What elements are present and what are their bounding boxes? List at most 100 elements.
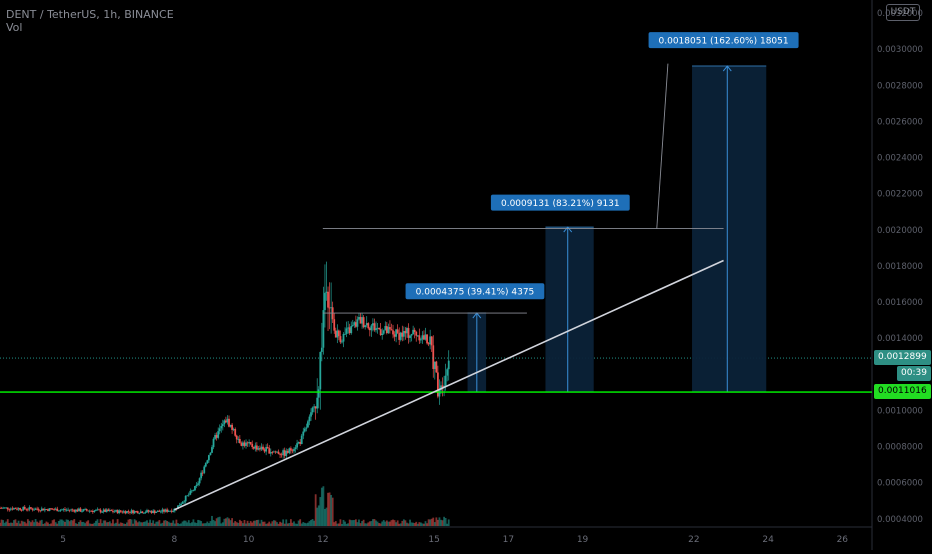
volume-bar <box>303 522 306 526</box>
candle-body <box>3 507 6 509</box>
volume-bar <box>336 523 339 526</box>
volume-bar <box>268 521 271 526</box>
volume-bar <box>135 520 138 526</box>
volume-bar <box>211 515 213 526</box>
candle-body <box>40 508 43 511</box>
candle-body <box>272 451 275 453</box>
candle-body <box>334 330 337 338</box>
candle-body <box>435 361 438 373</box>
time-tick-label: 24 <box>762 535 774 545</box>
volume-bar <box>17 520 20 526</box>
volume-bar <box>45 521 48 526</box>
currency-badge[interactable]: USDT <box>886 4 920 21</box>
time-tick-label: 15 <box>428 535 439 545</box>
candle-body <box>116 510 119 514</box>
time-axis[interactable]: 5 8 10 12 15 17 19 22 24 26 <box>60 535 848 545</box>
volume-bar <box>396 520 399 526</box>
candle-body <box>192 490 195 491</box>
candle-body <box>0 507 3 509</box>
candle-body <box>282 450 285 455</box>
volume-bar <box>161 522 164 526</box>
time-tick-label: 8 <box>172 535 178 545</box>
candle-body <box>48 508 51 511</box>
volume-bar <box>368 521 371 526</box>
candle-body <box>345 328 348 334</box>
volume-bar <box>9 522 12 526</box>
candle-body <box>368 328 371 331</box>
volume-bar <box>6 519 9 526</box>
volume-bar <box>404 520 407 526</box>
volume-bar <box>110 523 113 526</box>
volume-bar <box>317 505 320 526</box>
volume-bar <box>248 523 251 526</box>
projection-box[interactable] <box>545 227 594 393</box>
candle-body <box>330 307 333 309</box>
candle-body <box>235 435 238 440</box>
volume-bar <box>331 497 334 526</box>
candle-body <box>130 510 133 513</box>
volume-bar <box>28 520 31 526</box>
volume-bar <box>192 519 195 526</box>
symbol-title[interactable]: DENT / TetherUS, 1h, BINANCE <box>6 8 174 21</box>
candle-body <box>201 472 204 474</box>
time-tick-label: 19 <box>577 535 589 545</box>
volume-bar <box>189 523 192 526</box>
candle-body <box>200 472 203 479</box>
price-tick-label: 0.0028000 <box>877 81 923 91</box>
volume-bar <box>37 522 40 526</box>
candle-body <box>37 509 40 511</box>
volume-bar <box>112 519 114 526</box>
candle-body <box>22 506 25 511</box>
candle-body <box>169 510 172 512</box>
candle-body <box>197 483 199 485</box>
candle-body <box>372 323 374 326</box>
candle-body <box>30 507 32 509</box>
volume-bar <box>133 519 136 526</box>
last-price-label: 0.0012899 <box>874 350 931 366</box>
volume-bar <box>399 523 402 526</box>
volume-bar <box>296 523 298 526</box>
volume-bar <box>345 523 348 526</box>
volume-bar <box>163 520 165 526</box>
trend-line[interactable] <box>174 259 724 511</box>
candle-body <box>178 505 181 506</box>
price-axis[interactable]: 0.0032000 0.0030000 0.0028000 0.0026000 0.00… <box>877 9 923 525</box>
candle-body <box>183 501 186 503</box>
volume-bar <box>402 519 405 526</box>
candle-body <box>418 335 421 341</box>
candle-body <box>351 325 354 327</box>
volume-bar <box>364 523 367 526</box>
candle-body <box>234 429 237 436</box>
candle-body <box>96 509 99 511</box>
volume-indicator-label[interactable]: Vol <box>6 21 23 34</box>
candle-body <box>409 335 411 338</box>
candle-body <box>152 510 155 513</box>
candle-body <box>390 329 393 331</box>
volume-bar <box>170 522 173 526</box>
candle-body <box>283 450 286 456</box>
candle-body <box>365 323 368 326</box>
volume-bar <box>164 520 167 526</box>
volume-bar <box>190 522 193 526</box>
candle-body <box>194 485 196 491</box>
candle-body <box>280 454 283 456</box>
volume-bar <box>381 521 384 526</box>
volume-bar <box>330 494 333 526</box>
candle-body <box>248 442 251 444</box>
volume-bar <box>252 520 255 526</box>
candle-body <box>57 510 60 512</box>
candle-body <box>95 509 97 511</box>
drawings[interactable]: 0.0004375 (39.41%) 4375 0.0009131 (83.21%… <box>0 32 872 511</box>
volume-bar <box>324 508 326 526</box>
candle-body <box>433 361 436 369</box>
candle-body <box>164 509 167 512</box>
volume-bar <box>129 519 131 526</box>
candle-body <box>288 448 291 453</box>
candle-body <box>337 330 340 337</box>
volume-bar <box>116 519 119 526</box>
candle-body <box>257 448 260 450</box>
candle-body <box>389 327 391 330</box>
candle-body <box>260 446 263 450</box>
